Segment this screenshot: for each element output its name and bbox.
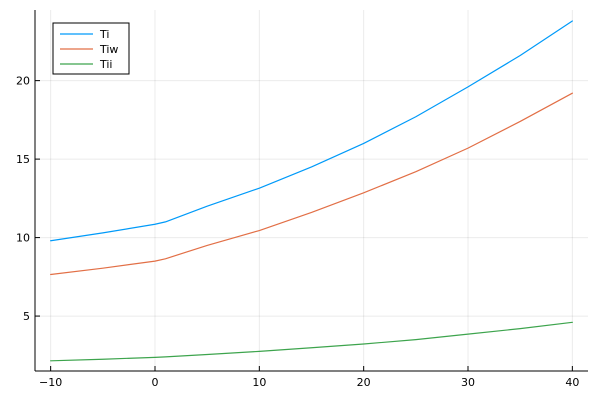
- x-tick-label: 0: [151, 376, 158, 389]
- grid: [35, 10, 588, 371]
- y-tick-label: 5: [23, 310, 30, 323]
- x-tick-label: −10: [39, 376, 62, 389]
- x-tick-label: 30: [461, 376, 475, 389]
- x-tick-label: 40: [565, 376, 579, 389]
- y-tick-label: 10: [16, 232, 30, 245]
- legend: Ti Tiw Tii: [52, 22, 130, 75]
- y-tick-label: 15: [16, 153, 30, 166]
- x-tick-label: 10: [252, 376, 266, 389]
- legend-label: Ti: [99, 28, 109, 41]
- axes: −10 0 10 20 30 40 5 10 15 20: [16, 10, 588, 389]
- legend-label: Tiw: [99, 43, 118, 56]
- series-line-ti: [50, 20, 573, 242]
- x-tick-label: 20: [357, 376, 371, 389]
- series-line-tiw: [50, 92, 573, 276]
- y-tick-label: 20: [16, 75, 30, 88]
- legend-label: Tii: [99, 58, 113, 71]
- series-group: [50, 20, 573, 362]
- series-line-tii: [50, 321, 573, 362]
